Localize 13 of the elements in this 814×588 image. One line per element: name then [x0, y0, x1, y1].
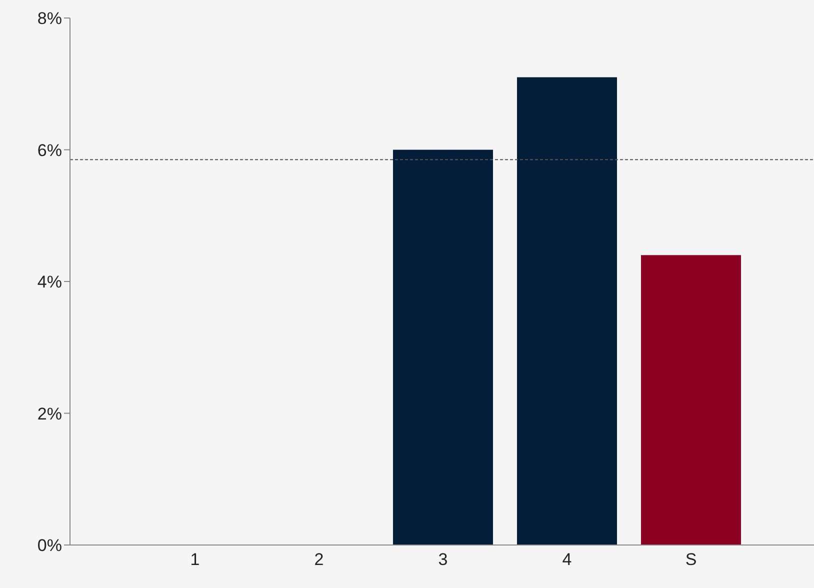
x-tick-label: 3 [438, 550, 448, 570]
x-tick-label: 4 [562, 550, 572, 570]
y-tick-label: 2% [37, 404, 62, 424]
bar [517, 77, 617, 545]
x-tick-label: S [685, 550, 697, 570]
y-tick-label: 6% [37, 140, 62, 160]
y-tick-label: 8% [37, 9, 62, 28]
x-tick-label: 2 [314, 550, 324, 570]
y-tick-label: 0% [37, 536, 62, 556]
bar [641, 255, 741, 545]
bar [393, 150, 493, 545]
y-tick-label: 4% [37, 272, 62, 292]
x-tick-label: 1 [190, 550, 200, 570]
